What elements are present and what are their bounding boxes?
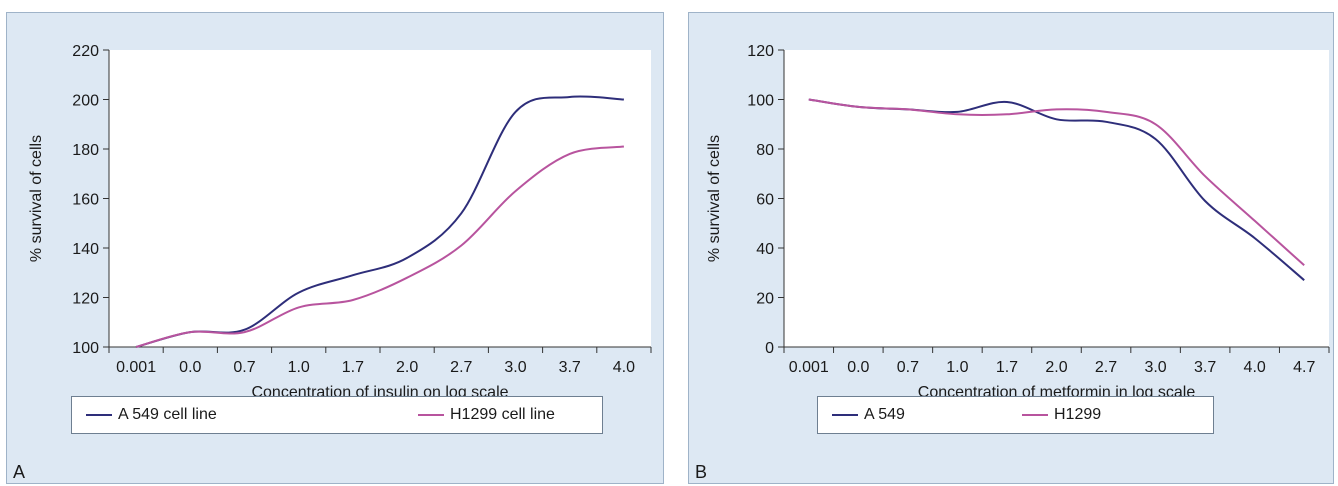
legend-label-h1299: H1299 bbox=[1054, 406, 1102, 423]
x-tick-label: 4.0 bbox=[1244, 359, 1266, 376]
legend-item-h1299: H1299 cell line bbox=[418, 406, 555, 424]
x-tick-label: 0.7 bbox=[233, 359, 255, 376]
x-tick-label: 2.0 bbox=[1045, 359, 1067, 376]
x-tick-label: 0.0 bbox=[847, 359, 869, 376]
legend-label-h1299: H1299 cell line bbox=[450, 406, 555, 423]
x-tick-label: 4.0 bbox=[613, 359, 635, 376]
series-line-h1299 bbox=[135, 145, 625, 348]
x-tick-label: 3.0 bbox=[504, 359, 526, 376]
legend-item-a549: A 549 cell line bbox=[86, 406, 217, 424]
y-tick-label: 120 bbox=[72, 291, 99, 308]
panel-label-a: A bbox=[13, 462, 26, 482]
y-tick-label: 100 bbox=[747, 93, 774, 110]
y-tick-label: 60 bbox=[756, 192, 774, 209]
metformin-chart: 0 20 40 60 80 100 120 0.001 0.0 0.7 1.0 1.7 2.0 2.7 3.… bbox=[706, 43, 1330, 401]
y-tick-label: 180 bbox=[72, 142, 99, 159]
x-tick-label: 0.0 bbox=[179, 359, 201, 376]
legend-a: A 549 cell line H1299 cell line bbox=[71, 396, 603, 434]
h1299-swatch bbox=[1022, 414, 1048, 416]
legend-label-a549: A 549 cell line bbox=[118, 406, 217, 423]
x-tick-label: 2.0 bbox=[396, 359, 418, 376]
x-tick-label: 1.7 bbox=[342, 359, 364, 376]
y-axis-label: % survival of cells bbox=[706, 135, 723, 262]
plot-area bbox=[109, 50, 651, 347]
y-tick-label: 40 bbox=[756, 241, 774, 258]
x-tick-label: 3.7 bbox=[1194, 359, 1216, 376]
y-tick-label: 160 bbox=[72, 192, 99, 209]
a549-swatch bbox=[86, 414, 112, 416]
chart-panel-a: 100 120 140 160 180 200 220 0.001 0.0 0.7 1.0 1.7 2.… bbox=[6, 12, 664, 484]
chart-panel-b: 0 20 40 60 80 100 120 0.001 0.0 0.7 1.0 1.7 2.0 2.7 3.… bbox=[688, 12, 1334, 484]
y-tick-label: 100 bbox=[72, 340, 99, 357]
legend-item-h1299: H1299 bbox=[1022, 406, 1101, 424]
series-line-h1299 bbox=[808, 98, 1305, 267]
panel-label-b: B bbox=[695, 462, 708, 482]
y-tick-label: 220 bbox=[72, 43, 99, 60]
insulin-chart: 100 120 140 160 180 200 220 0.001 0.0 0.7 1.0 1.7 2.… bbox=[28, 43, 652, 401]
y-tick-label: 20 bbox=[756, 291, 774, 308]
x-tick-label: 0.7 bbox=[897, 359, 919, 376]
x-tick-label: 0.001 bbox=[789, 359, 829, 376]
x-tick-label: 2.7 bbox=[450, 359, 472, 376]
x-tick-label: 1.7 bbox=[996, 359, 1018, 376]
y-tick-label: 120 bbox=[747, 43, 774, 60]
legend-item-a549: A 549 bbox=[832, 406, 905, 424]
y-axis-label: % survival of cells bbox=[28, 135, 45, 262]
y-tick-label: 80 bbox=[756, 142, 774, 159]
x-tick-label: 4.7 bbox=[1293, 359, 1315, 376]
legend-label-a549: A 549 bbox=[864, 406, 905, 423]
a549-swatch bbox=[832, 414, 858, 416]
x-tick-label: 1.0 bbox=[946, 359, 968, 376]
x-tick-label: 2.7 bbox=[1095, 359, 1117, 376]
legend-b: A 549 H1299 bbox=[817, 396, 1214, 434]
x-tick-label: 1.0 bbox=[288, 359, 310, 376]
x-tick-label: 3.7 bbox=[559, 359, 581, 376]
y-tick-label: 0 bbox=[765, 340, 774, 357]
x-tick-label: 3.0 bbox=[1144, 359, 1166, 376]
y-tick-label: 140 bbox=[72, 241, 99, 258]
h1299-swatch bbox=[418, 414, 444, 416]
plot-area bbox=[784, 50, 1329, 347]
x-tick-label: 0.001 bbox=[116, 359, 156, 376]
y-tick-label: 200 bbox=[72, 93, 99, 110]
